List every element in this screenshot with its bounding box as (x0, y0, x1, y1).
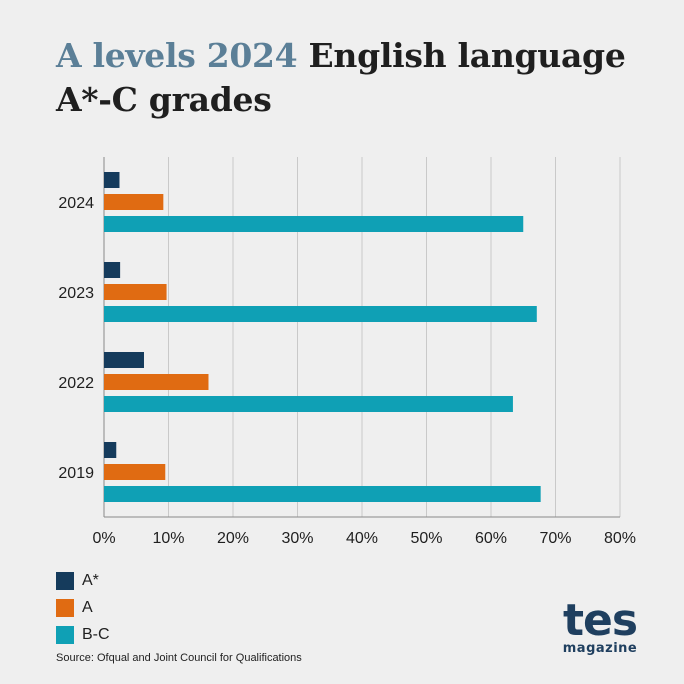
tes-magazine-logo: tes magazine (560, 595, 640, 656)
logo-main-text: tes (562, 595, 638, 646)
bar-a-2019 (104, 464, 166, 480)
x-tick-label-20: 20% (217, 530, 249, 547)
legend-item-a-star: A* (56, 567, 110, 594)
bar-b-c-2024 (104, 216, 524, 232)
chart-title: A levels 2024 English language A*-C grade… (56, 34, 656, 122)
legend-label-a: A (82, 598, 93, 616)
title-accent: A levels 2024 (56, 36, 298, 75)
legend-item-b-c: B-C (56, 621, 110, 648)
y-tick-label-2024: 2024 (58, 195, 94, 212)
bar-a-star-2024 (104, 172, 120, 188)
x-tick-label-80: 80% (604, 530, 636, 547)
x-tick-label-60: 60% (475, 530, 507, 547)
bar-a-2022 (104, 374, 209, 390)
legend-swatch-a-star (56, 571, 74, 590)
x-tick-label-40: 40% (346, 530, 378, 547)
title-line2: A*-C grades (56, 80, 272, 119)
bar-b-c-2023 (104, 306, 537, 322)
x-tick-label-10: 10% (152, 530, 184, 547)
bar-b-c-2019 (104, 486, 541, 502)
bar-a-2023 (104, 284, 167, 300)
bar-a-star-2019 (104, 442, 117, 458)
legend: A* A B-C (56, 567, 110, 648)
legend-swatch-b-c (56, 625, 74, 644)
source-note: Source: Ofqual and Joint Council for Qua… (56, 652, 302, 664)
y-tick-label-2019: 2019 (58, 465, 94, 482)
y-tick-label-2023: 2023 (58, 285, 94, 302)
bar-a-star-2022 (104, 352, 144, 368)
bar-a-star-2023 (104, 262, 121, 278)
title-rest: English language (297, 36, 626, 75)
bar-a-2024 (104, 194, 164, 210)
legend-swatch-a (56, 598, 74, 617)
bar-b-c-2022 (104, 396, 513, 412)
logo-sub-text: magazine (562, 641, 638, 656)
x-tick-label-30: 30% (281, 530, 313, 547)
x-tick-label-50: 50% (410, 530, 442, 547)
x-tick-label-70: 70% (539, 530, 571, 547)
legend-label-b-c: B-C (82, 625, 110, 643)
y-tick-label-2022: 2022 (58, 375, 94, 392)
legend-item-a: A (56, 594, 110, 621)
x-tick-label-0: 0% (92, 530, 115, 547)
legend-label-a-star: A* (82, 571, 99, 589)
